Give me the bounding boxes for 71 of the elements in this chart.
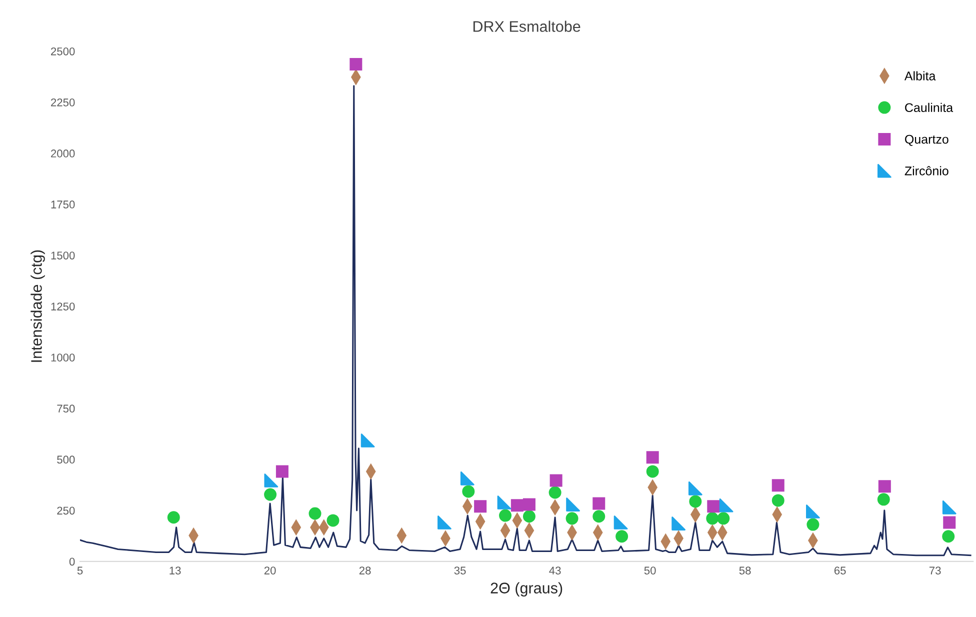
point xyxy=(706,512,719,525)
point xyxy=(717,512,730,525)
y-tick-label: 2500 xyxy=(51,47,75,56)
y-tick-label: 1000 xyxy=(51,354,75,362)
y-tick-label: 1750 xyxy=(51,200,75,208)
point xyxy=(360,433,375,448)
y-tick-label: 0 xyxy=(69,558,75,566)
point xyxy=(646,451,659,464)
point xyxy=(806,504,820,518)
chart-title: DRX Esmaltobe xyxy=(473,20,580,32)
point xyxy=(646,465,659,478)
point xyxy=(460,471,474,486)
point xyxy=(943,516,956,529)
point xyxy=(566,512,578,525)
legend-label: Caulinita xyxy=(905,102,954,112)
point xyxy=(592,510,606,523)
x-tick-label: 73 xyxy=(929,566,941,574)
point xyxy=(497,496,512,510)
point xyxy=(942,500,956,514)
point xyxy=(707,500,720,513)
x-axis-title: 2Θ (graus) xyxy=(490,582,562,596)
point xyxy=(877,493,890,506)
legend-label: Zircônio xyxy=(904,166,948,176)
point xyxy=(616,530,628,543)
point xyxy=(689,495,702,508)
point xyxy=(499,509,512,522)
point xyxy=(688,481,702,496)
x-tick-label: 35 xyxy=(454,566,466,574)
point xyxy=(474,500,487,513)
x-tick-label: 65 xyxy=(834,566,846,574)
point xyxy=(566,498,580,512)
point xyxy=(276,465,288,478)
point xyxy=(719,498,734,512)
point xyxy=(264,488,277,501)
x-tick-label: 20 xyxy=(264,566,276,574)
point xyxy=(550,474,562,487)
y-tick-label: 250 xyxy=(57,506,75,515)
point xyxy=(308,507,322,520)
point xyxy=(522,510,536,523)
x-tick-label: 13 xyxy=(170,566,181,574)
point xyxy=(510,499,524,512)
point xyxy=(942,530,955,543)
point xyxy=(264,473,278,488)
x-tick-label: 28 xyxy=(359,566,371,574)
y-tick-label: 500 xyxy=(57,456,75,464)
point xyxy=(350,58,362,71)
point xyxy=(806,518,820,531)
point xyxy=(438,516,452,530)
point xyxy=(592,497,606,510)
y-tick-label: 1500 xyxy=(51,252,75,260)
point xyxy=(462,485,475,498)
x-tick-label: 58 xyxy=(739,566,751,574)
y-tick-label: 750 xyxy=(57,404,75,413)
point xyxy=(614,516,628,530)
x-tick-label: 50 xyxy=(644,566,656,574)
point xyxy=(672,516,686,530)
point xyxy=(326,514,340,527)
y-tick-label: 2250 xyxy=(51,98,75,106)
legend-label: Albita xyxy=(904,71,936,80)
x-tick-label: 43 xyxy=(549,566,561,574)
point xyxy=(548,486,562,499)
y-tick-label: 2000 xyxy=(51,150,75,158)
point xyxy=(772,494,784,507)
point xyxy=(878,480,891,493)
y-tick-label: 1250 xyxy=(51,302,75,310)
point xyxy=(772,479,784,492)
point xyxy=(522,498,536,511)
x-tick-label: 5 xyxy=(77,566,83,574)
y-axis-title: Intensidade (ctg) xyxy=(30,250,45,362)
legend-label: Quartzo xyxy=(905,134,948,146)
point xyxy=(167,511,180,524)
